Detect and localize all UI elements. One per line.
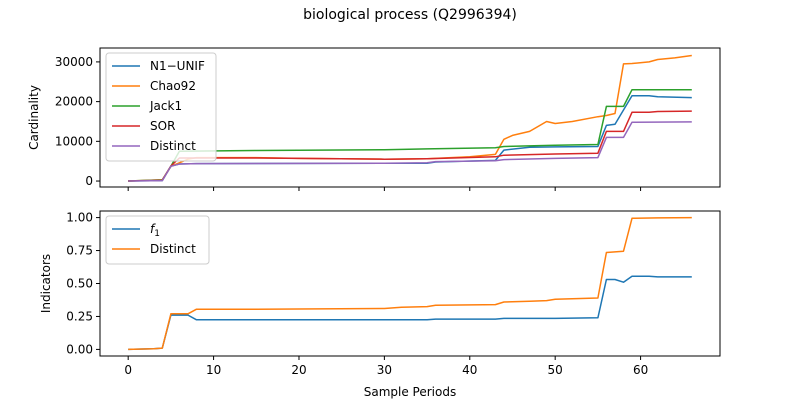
x-axis-label: Sample Periods bbox=[364, 385, 456, 399]
indicators-y-tick-label: 1.00 bbox=[66, 211, 93, 225]
indicators-y-tick-label: 0.25 bbox=[66, 309, 93, 323]
cardinality-legend bbox=[105, 52, 217, 162]
indicators-series-line-1 bbox=[128, 216, 692, 351]
indicators-y-tick-label: 0.00 bbox=[66, 342, 93, 356]
cardinality-panel: 0 10000 20000 30000 Cardinality N1−UNIF Chao… bbox=[27, 47, 721, 191]
indicators-y-tick-label: 0.75 bbox=[66, 244, 93, 258]
indicators-y-axis-label: Indicators bbox=[39, 254, 53, 313]
cardinality-legend-label: Distinct bbox=[150, 139, 196, 153]
cardinality-y-tick-label: 30000 bbox=[55, 55, 93, 69]
figure-title: biological process (Q2996394) bbox=[303, 7, 517, 23]
cardinality-y-tick-label: 20000 bbox=[55, 95, 93, 109]
indicators-series-line-0 bbox=[128, 275, 692, 351]
indicators-panel: 0.00 0.25 0.50 0.75 1.00 0 10 20 30 40 50 60 Indica… bbox=[39, 210, 721, 399]
cardinality-legend-label: Jack1 bbox=[149, 99, 182, 113]
cardinality-series-line-4 bbox=[128, 121, 692, 182]
indicators-x-tick-label: 40 bbox=[462, 363, 477, 377]
indicators-x-tick-label: 20 bbox=[291, 363, 306, 377]
cardinality-plot-frame bbox=[99, 47, 721, 188]
indicators-x-tick-label: 10 bbox=[206, 363, 221, 377]
indicators-x-tick-label: 0 bbox=[124, 363, 132, 377]
indicators-legend-label: Distinct bbox=[150, 242, 196, 256]
cardinality-y-tick-label: 0 bbox=[85, 174, 93, 188]
indicators-legend bbox=[105, 215, 210, 265]
indicators-legend-label-f1: f1 bbox=[150, 222, 160, 239]
cardinality-y-tick-label: 10000 bbox=[55, 134, 93, 148]
indicators-y-tick-label: 0.50 bbox=[66, 277, 93, 291]
cardinality-y-axis-label: Cardinality bbox=[27, 85, 41, 150]
indicators-x-tick-label: 50 bbox=[548, 363, 563, 377]
cardinality-legend-label: Chao92 bbox=[150, 79, 196, 93]
indicators-x-tick-label: 30 bbox=[377, 363, 392, 377]
cardinality-legend-label: N1−UNIF bbox=[150, 59, 205, 73]
indicators-x-tick-label: 60 bbox=[633, 363, 648, 377]
cardinality-legend-label: SOR bbox=[150, 119, 175, 133]
